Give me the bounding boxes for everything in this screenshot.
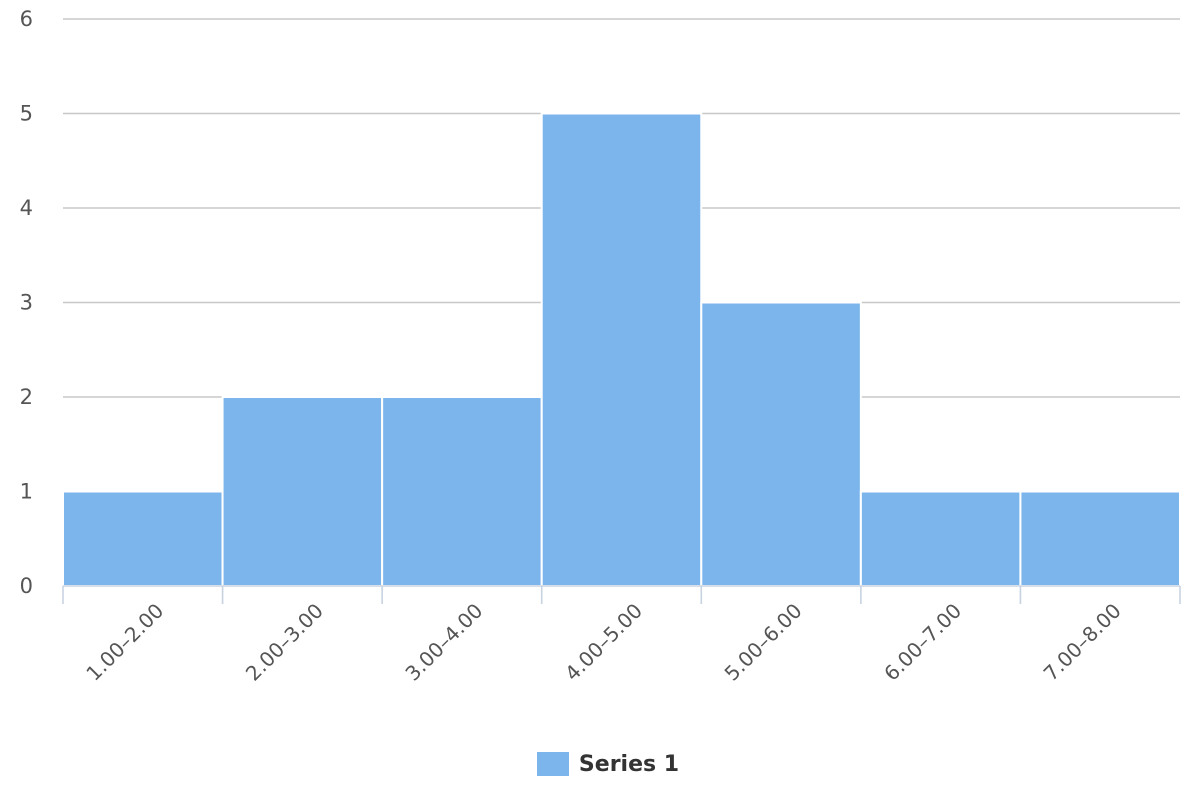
y-tick-label: 4 (20, 196, 33, 220)
x-tick-label: 4.00–5.00 (560, 599, 647, 686)
x-axis-tick-labels: 1.00–2.00 2.00–3.00 3.00–4.00 4.00–5.00 5.00… (81, 599, 1125, 686)
x-tick-label: 2.00–3.00 (241, 599, 328, 686)
x-tick-label: 6.00–7.00 (879, 599, 966, 686)
x-tick-label: 7.00–8.00 (1039, 599, 1126, 686)
bar-4[interactable] (540, 112, 703, 587)
y-tick-label: 3 (20, 291, 33, 315)
y-tick-label: 0 (20, 574, 33, 598)
y-tick-label: 1 (20, 480, 33, 504)
bar-6[interactable] (859, 490, 1022, 587)
y-tick-label: 6 (20, 7, 33, 31)
bar-7[interactable] (1019, 490, 1182, 587)
y-axis-tick-labels: 0 1 2 3 4 5 6 (20, 7, 33, 598)
x-tick-label: 1.00–2.00 (81, 599, 168, 686)
bar-5[interactable] (700, 301, 862, 587)
bar-3[interactable] (381, 396, 543, 587)
legend[interactable]: Series 1 (0, 744, 1200, 784)
x-tick-label: 5.00–6.00 (720, 599, 807, 686)
x-axis (62, 585, 1181, 604)
legend-label-series-1[interactable]: Series 1 (578, 751, 680, 777)
legend-swatch-series-1 (536, 752, 569, 776)
bar-1[interactable] (62, 490, 224, 587)
bar-2[interactable] (221, 396, 384, 587)
x-tick-label: 3.00–4.00 (400, 599, 487, 686)
y-tick-label: 2 (20, 385, 33, 409)
y-tick-label: 5 (20, 102, 33, 126)
bars (62, 112, 1182, 587)
